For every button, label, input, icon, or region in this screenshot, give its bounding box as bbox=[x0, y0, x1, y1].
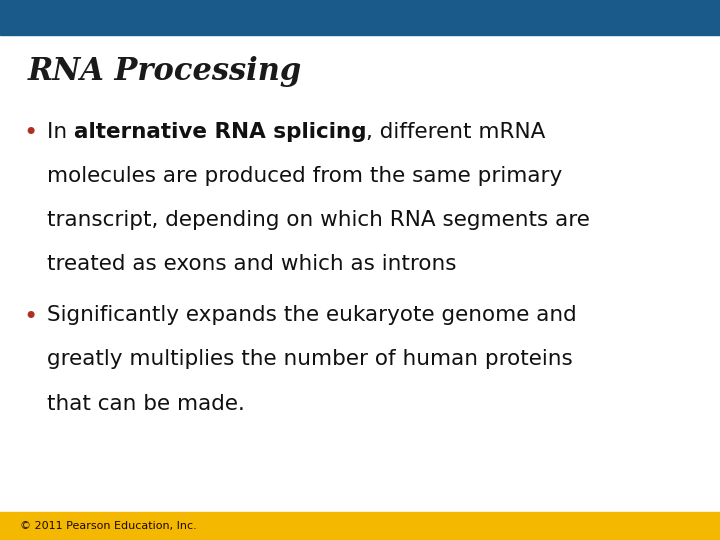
Text: Significantly expands the eukaryote genome and: Significantly expands the eukaryote geno… bbox=[47, 305, 577, 325]
Text: that can be made.: that can be made. bbox=[47, 394, 245, 414]
Text: alternative RNA splicing: alternative RNA splicing bbox=[74, 122, 366, 141]
Text: In: In bbox=[47, 122, 74, 141]
Text: molecules are produced from the same primary: molecules are produced from the same pri… bbox=[47, 166, 562, 186]
Bar bbox=[0, 512, 720, 540]
Text: greatly multiplies the number of human proteins: greatly multiplies the number of human p… bbox=[47, 349, 572, 369]
Text: RNA Processing: RNA Processing bbox=[27, 56, 302, 87]
Text: •: • bbox=[23, 305, 37, 329]
Text: , different mRNA: , different mRNA bbox=[366, 122, 546, 141]
Text: •: • bbox=[23, 122, 37, 145]
Bar bbox=[0, 0, 720, 35]
Text: transcript, depending on which RNA segments are: transcript, depending on which RNA segme… bbox=[47, 210, 590, 230]
Text: treated as exons and which as introns: treated as exons and which as introns bbox=[47, 254, 456, 274]
Text: © 2011 Pearson Education, Inc.: © 2011 Pearson Education, Inc. bbox=[20, 521, 197, 531]
